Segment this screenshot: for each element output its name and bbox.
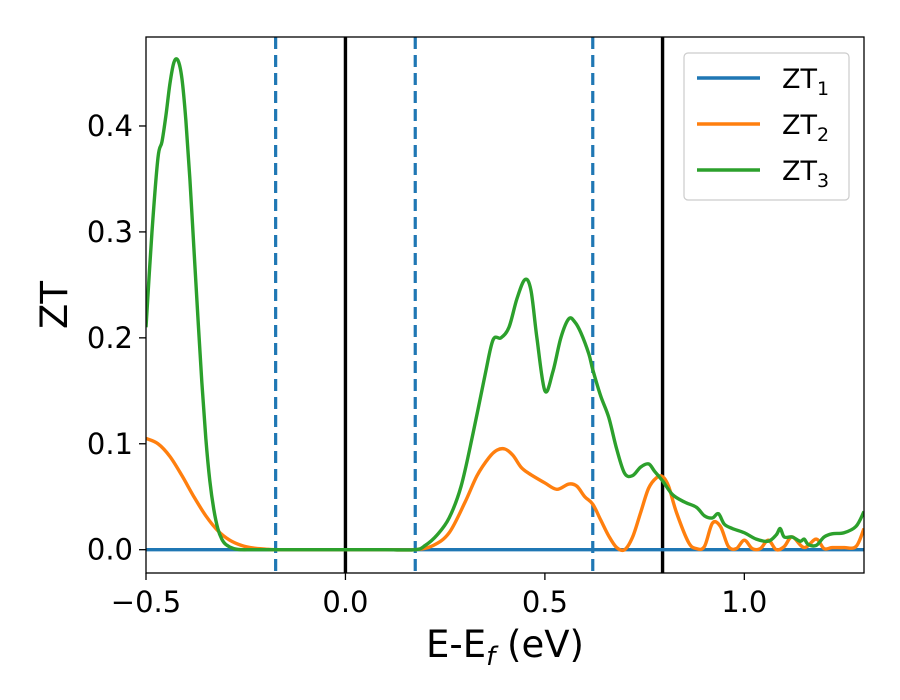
y-tick-label: 0.3 — [87, 215, 133, 249]
y-tick-label: 0.2 — [87, 321, 133, 355]
y-tick-label: 0.4 — [87, 109, 133, 143]
series-line-zt2 — [146, 436, 864, 553]
y-axis-title: ZT — [33, 281, 76, 329]
legend-label-zt1: ZT1 — [782, 64, 829, 100]
x-axis-title: E-Ef (eV) — [426, 623, 584, 672]
x-tick-label: 0.5 — [522, 585, 568, 619]
series-lines — [146, 57, 864, 553]
plot-area-frame — [145, 36, 865, 574]
legend-entries: ZT1 ZT2 ZT3 — [697, 64, 829, 192]
y-axis-ticks: 0.0 0.1 0.2 0.3 0.4 — [87, 109, 146, 567]
x-tick-label: −0.5 — [111, 585, 181, 619]
y-tick-label: 0.1 — [87, 427, 133, 461]
x-axis-ticks: −0.5 0.0 0.5 1.0 — [111, 573, 767, 619]
y-tick-label: 0.0 — [87, 533, 133, 567]
legend-label-zt3: ZT3 — [782, 156, 829, 192]
x-tick-label: 0.0 — [322, 585, 368, 619]
series-line-zt3 — [146, 57, 864, 552]
x-axis-title-main: E-E — [426, 623, 486, 666]
x-axis-title-unit: (eV) — [495, 623, 584, 666]
legend-box — [683, 52, 850, 201]
legend: ZT1 ZT2 ZT3 — [683, 52, 850, 201]
legend-label-zt2: ZT2 — [782, 110, 829, 146]
x-tick-label: 1.0 — [721, 585, 767, 619]
